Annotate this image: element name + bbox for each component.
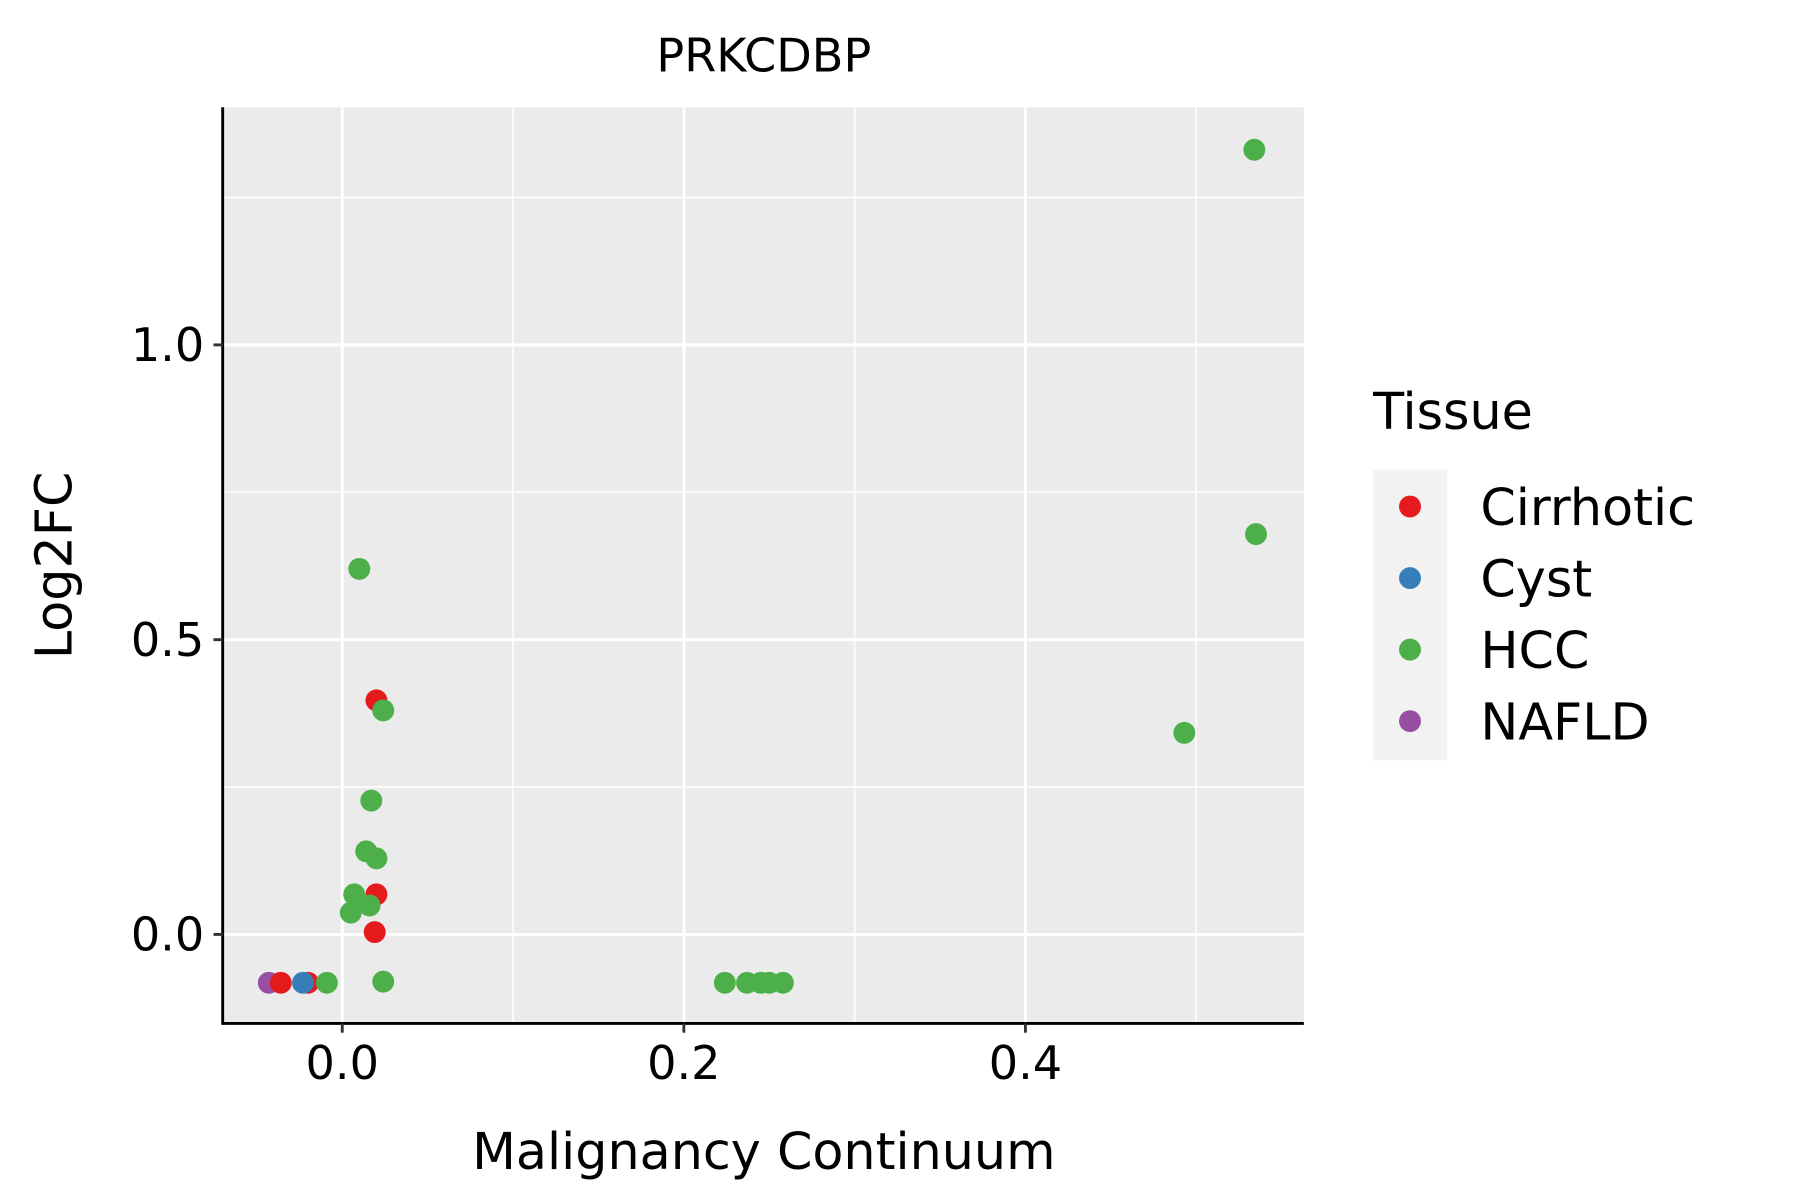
axis-ticks: 0.0 0.2 0.4 0.0 0.5 1.0 xyxy=(131,318,1062,1090)
data-point-hcc xyxy=(1245,523,1267,546)
x-tick-label: 0.0 xyxy=(306,1036,379,1090)
data-point-hcc xyxy=(372,699,395,722)
data-point-hcc xyxy=(360,789,383,812)
legend-key-hcc xyxy=(1399,638,1421,661)
y-tick-label: 1.0 xyxy=(131,318,204,372)
x-axis-label: Malignancy Continuum xyxy=(472,1122,1055,1181)
data-point-cyst xyxy=(292,971,314,994)
chart-title: PRKCDBP xyxy=(656,29,871,83)
data-point-hcc xyxy=(365,847,388,870)
legend-key-cyst xyxy=(1399,567,1421,590)
data-point-hcc xyxy=(343,883,366,906)
legend-label-nafld: NAFLD xyxy=(1480,693,1649,752)
data-point-hcc xyxy=(339,901,362,924)
data-point-hcc xyxy=(372,970,395,993)
plot-panel xyxy=(222,107,1304,1024)
grid-lines xyxy=(222,107,1304,1024)
x-tick-label: 0.2 xyxy=(647,1036,720,1090)
data-point-hcc xyxy=(358,894,381,917)
legend-label-hcc: HCC xyxy=(1480,621,1589,680)
y-tick-label: 0.0 xyxy=(131,908,204,962)
data-point-hcc xyxy=(315,971,338,994)
legend-key-nafld xyxy=(1399,710,1421,733)
y-axis-label: Log2FC xyxy=(25,472,84,660)
legend-title: Tissue xyxy=(1372,382,1533,441)
x-tick-label: 0.4 xyxy=(989,1036,1062,1090)
data-point-hcc xyxy=(1243,138,1266,161)
data-point-hcc xyxy=(348,557,371,580)
y-tick-label: 0.5 xyxy=(131,613,204,667)
data-points xyxy=(257,138,1267,994)
data-point-hcc xyxy=(1173,721,1196,744)
data-point-hcc xyxy=(713,971,736,994)
legend: Tissue Cirrhotic Cyst HCC NAFLD xyxy=(1372,382,1695,761)
legend-label-cirrhotic: Cirrhotic xyxy=(1480,478,1695,537)
legend-key-cirrhotic xyxy=(1399,495,1421,518)
data-point-cirrhotic xyxy=(269,971,292,994)
legend-label-cyst: Cyst xyxy=(1480,550,1592,609)
data-point-hcc xyxy=(771,971,794,994)
data-point-cirrhotic xyxy=(363,921,386,944)
